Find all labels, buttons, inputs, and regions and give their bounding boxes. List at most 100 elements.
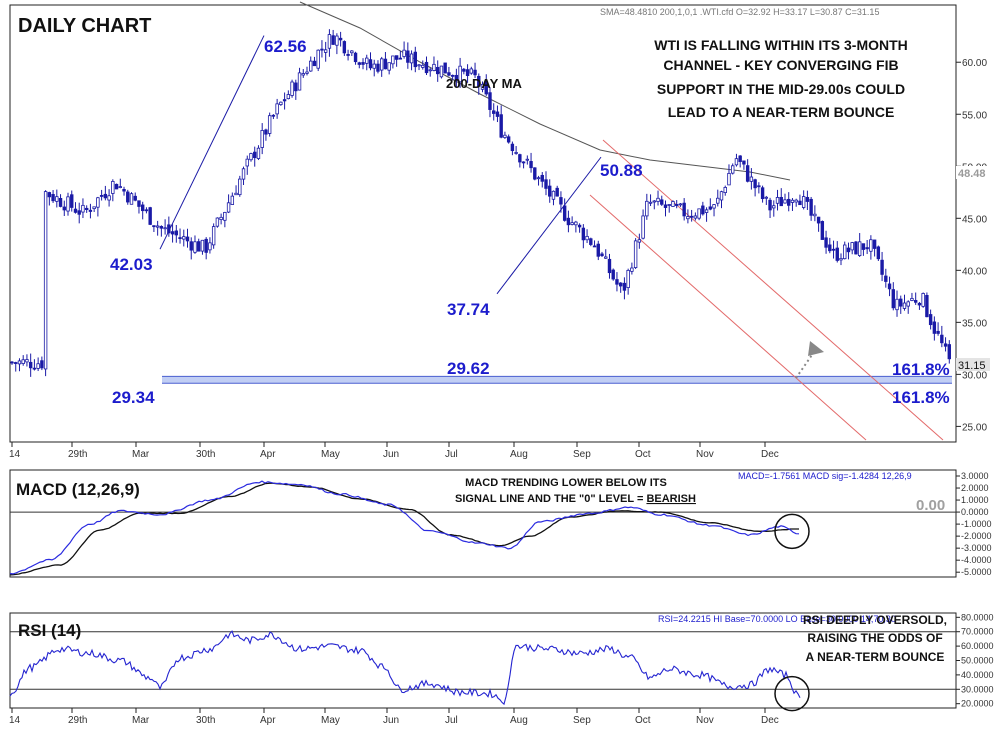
- candle-body: [197, 241, 201, 252]
- date-tick-label: Aug: [510, 449, 528, 460]
- candle-body: [462, 68, 466, 72]
- candle-body: [574, 221, 578, 226]
- candle-body: [32, 367, 37, 370]
- candle-body: [338, 37, 343, 41]
- candle-body: [137, 200, 141, 207]
- candle-body: [286, 94, 291, 100]
- candle-body: [129, 193, 134, 205]
- date-tick-label: 14: [9, 715, 21, 726]
- main-commentary: WTI IS FALLING WITHIN ITS 3-MONTH CHANNE…: [654, 37, 908, 120]
- candle-body: [204, 238, 208, 253]
- candle-body: [861, 243, 866, 250]
- candle-body: [850, 242, 854, 251]
- trendline-up-1: [159, 35, 265, 250]
- candle-body: [436, 66, 440, 75]
- candle-body: [536, 177, 541, 180]
- date-tick-label: Sep: [573, 449, 591, 460]
- macd-main-line: [9, 480, 800, 575]
- candle-body: [809, 198, 813, 216]
- candle-body: [805, 196, 810, 202]
- macd-lines: [9, 480, 956, 576]
- candle-body: [167, 224, 171, 234]
- price-tick-label: 25.00: [962, 422, 987, 433]
- candle-body: [637, 239, 642, 243]
- candle-body: [178, 237, 182, 239]
- candle-body: [607, 258, 612, 274]
- date-axis: 14 29th Mar 30th Apr May Jun Jul Aug Sep Oct Nov Dec: [9, 442, 779, 460]
- date-tick-label: Jul: [445, 449, 458, 460]
- candle-body: [943, 343, 948, 347]
- candle-body: [264, 129, 268, 135]
- candle-body: [424, 61, 429, 74]
- price-label-37-74: 37.74: [447, 300, 490, 319]
- bounce-arrow-line: [795, 351, 815, 379]
- candle-body: [760, 187, 765, 200]
- candle-body: [96, 197, 100, 208]
- candle-body: [921, 293, 925, 307]
- candle-body: [174, 230, 179, 236]
- candle-body: [118, 186, 122, 188]
- candle-body: [346, 54, 350, 56]
- candle-body: [503, 134, 507, 138]
- fib-label-lower: 161.8%: [892, 388, 950, 407]
- candle-body: [947, 344, 951, 360]
- candle-body: [663, 204, 668, 208]
- candle-body: [301, 73, 305, 76]
- candle-body: [940, 334, 944, 344]
- candle-body: [540, 174, 544, 182]
- candle-body: [697, 208, 701, 219]
- candle-body: [891, 289, 895, 309]
- macd-tick-label: 3.0000: [961, 471, 989, 481]
- date-tick-label: May: [321, 449, 340, 460]
- commentary-line: SUPPORT IN THE MID-29.00s COULD: [657, 81, 905, 97]
- candle-body: [335, 35, 339, 46]
- date-tick-label: 29th: [68, 449, 87, 460]
- candle-body: [604, 256, 608, 259]
- candle-body: [40, 360, 44, 369]
- candle-body: [884, 275, 888, 282]
- rsi-commentary-line: A NEAR-TERM BOUNCE: [806, 650, 945, 664]
- ma-value: 48.48: [958, 168, 986, 180]
- macd-panel: [9, 469, 957, 578]
- candle-body: [910, 298, 914, 301]
- date-tick-label: Nov: [696, 449, 714, 460]
- price-tick-label: 40.00: [962, 266, 987, 277]
- candle-body: [111, 181, 115, 194]
- candle-body: [506, 136, 511, 143]
- candle-body: [372, 63, 376, 69]
- price-label-50-88: 50.88: [600, 161, 643, 180]
- candle-body: [148, 207, 152, 225]
- candle-body: [514, 152, 518, 154]
- candle-body: [316, 49, 320, 69]
- candle-body: [271, 114, 276, 117]
- candle-body: [28, 361, 33, 369]
- candle-body: [742, 160, 746, 165]
- rsi-tick-label: 30.0000: [961, 684, 994, 694]
- candle-body: [596, 243, 600, 257]
- candle-body: [144, 209, 149, 212]
- candle-body: [566, 217, 571, 226]
- candle-body: [47, 192, 52, 198]
- candle-body: [551, 190, 556, 200]
- candle-body: [62, 206, 66, 211]
- candle-body: [200, 239, 205, 252]
- candle-body: [712, 204, 716, 209]
- candle-body: [469, 68, 474, 74]
- date-tick-label: Oct: [635, 449, 651, 460]
- candle-body: [219, 216, 223, 220]
- candle-body: [365, 57, 369, 64]
- candle-body: [51, 194, 55, 202]
- ma-label: 200-DAY MA: [446, 76, 522, 91]
- candle-body: [25, 359, 29, 363]
- candle-body: [544, 179, 548, 189]
- candle-body: [548, 185, 552, 197]
- candle-body: [421, 64, 425, 68]
- candle-body: [865, 247, 869, 250]
- candle-body: [633, 240, 638, 268]
- candle-body: [525, 158, 530, 161]
- candle-body: [816, 216, 821, 224]
- rsi-commentary-line: RSI DEEPLY OVERSOLD,: [803, 613, 947, 627]
- candle-body: [81, 204, 85, 213]
- candle-body: [428, 69, 432, 72]
